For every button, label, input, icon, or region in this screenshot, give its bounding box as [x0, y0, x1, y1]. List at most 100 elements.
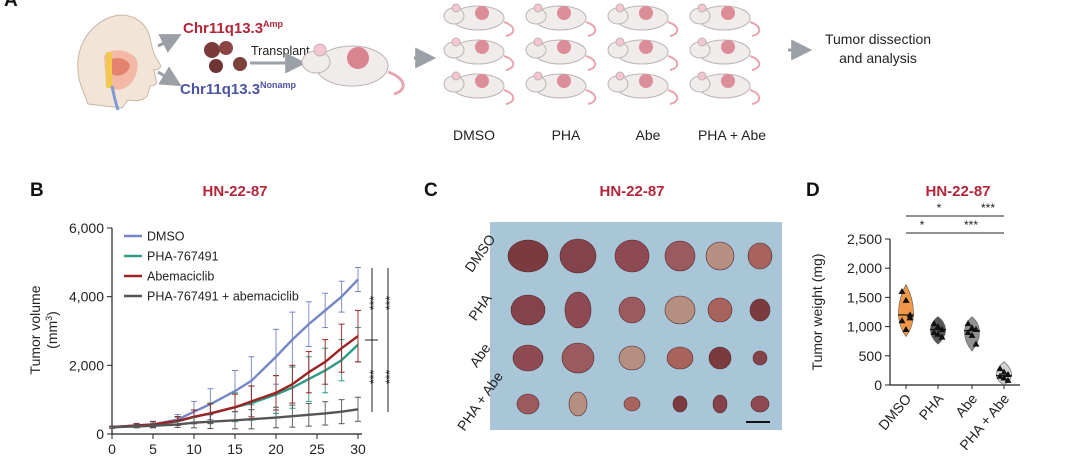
small-mouse — [607, 71, 679, 105]
x-tick-label: 25 — [309, 441, 325, 457]
x-tick-label: 15 — [227, 441, 243, 457]
tumor-specimen — [516, 393, 540, 415]
tumor-photo-grid — [507, 238, 773, 417]
data-point — [1004, 376, 1012, 383]
x-tick-label: PHA — [916, 390, 947, 423]
small-mouse — [689, 71, 761, 105]
small-mouse — [689, 37, 761, 71]
small-mouse — [443, 71, 515, 105]
y-tick-label: 0 — [874, 377, 882, 393]
data-point — [964, 320, 972, 327]
tumor-specimen — [752, 350, 768, 366]
x-tick-label: 5 — [149, 441, 157, 457]
x-tick-label: DMSO — [875, 391, 914, 434]
tumor-specimen — [512, 344, 544, 372]
data-point — [968, 324, 976, 331]
y-tick-label: 4,000 — [69, 289, 104, 305]
treatment-group-label: DMSO — [453, 127, 495, 143]
tumor-specimen — [666, 346, 694, 370]
panel-b-label: B — [30, 180, 44, 201]
y-tick-label: 1,500 — [847, 289, 882, 305]
y-tick-label: 2,000 — [69, 357, 104, 373]
tumor-specimen — [618, 345, 646, 371]
tumor-specimen — [564, 291, 592, 329]
tumor-specimen — [614, 239, 650, 273]
significance-label: *** — [367, 296, 381, 310]
small-mouse — [525, 71, 597, 105]
treatment-group-label: Abe — [636, 127, 661, 143]
data-point — [996, 372, 1004, 379]
head-illustration — [77, 14, 161, 111]
panel-d-label: D — [806, 180, 820, 201]
y-tick-label: 2,000 — [847, 260, 882, 276]
legend-entry: PHA-767491 — [147, 250, 219, 264]
data-point — [996, 365, 1004, 372]
mouse-treatment-grid — [443, 3, 761, 105]
panel-c-title: HN-22-87 — [599, 183, 664, 200]
data-point — [938, 333, 946, 340]
x-tick-label: 30 — [350, 441, 366, 457]
data-point — [972, 340, 980, 347]
data-point — [964, 328, 972, 335]
tumor-pieces — [204, 41, 247, 73]
mouse-illustration — [301, 43, 405, 96]
panel-b-ylabel: Tumor volume(mm3) — [27, 285, 60, 374]
data-point — [930, 320, 938, 327]
tumor-row-label: Abe — [466, 340, 494, 370]
data-point — [934, 323, 942, 330]
data-point — [1000, 374, 1008, 381]
tumor-specimen — [750, 395, 770, 413]
panel-b-title: HN-22-87 — [202, 183, 267, 200]
significance-label: *** — [981, 201, 995, 215]
data-point — [898, 288, 906, 295]
significance-label: * — [920, 218, 925, 232]
panel-b-line-chart: B HN-22-87 Tumor volume(mm3) 0 2,000 4,000… — [27, 180, 397, 457]
tumor-specimen — [664, 240, 696, 272]
series-pha-767491-abemaciclib — [109, 396, 361, 430]
data-point — [930, 328, 938, 335]
violin-shape — [898, 283, 914, 338]
tumor-specimen — [708, 346, 732, 370]
panel-b-axes: 0 2,000 4,000 6,000 0 5 10 15 20 25 30 — [69, 220, 366, 457]
data-point — [934, 330, 942, 337]
data-point — [906, 314, 914, 321]
tumor-specimen — [707, 297, 733, 323]
arrow-to-nonamp — [157, 66, 182, 87]
small-mouse — [607, 37, 679, 71]
data-point — [1000, 368, 1008, 375]
arrow-to-amp — [157, 34, 182, 53]
panel-d-violins — [898, 283, 1012, 386]
x-tick-label: 20 — [268, 441, 284, 457]
y-tick-label: 500 — [859, 348, 883, 364]
outcome-line1: Tumor dissection — [825, 31, 931, 47]
legend-entry: Abemaciclib — [147, 270, 214, 284]
panel-c-label: C — [424, 180, 438, 201]
panel-d-violin-chart: D HN-22-87 Tumor weight (mg) 0 500 1,000 1,… — [806, 180, 1020, 453]
panel-d-title: HN-22-87 — [925, 183, 990, 200]
tumor-specimen — [712, 394, 728, 414]
group-amp-label: Chr11q13.3Amp — [183, 19, 284, 37]
data-point — [968, 331, 976, 338]
x-tick-label: Abe — [952, 390, 980, 420]
significance-label: *** — [383, 296, 397, 310]
tumor-specimen — [618, 296, 646, 324]
y-tick-label: 2,500 — [847, 231, 882, 247]
transplant-label: Transplant — [251, 44, 310, 58]
legend-entry: PHA-767491 + abemaciclib — [147, 290, 299, 304]
data-point — [902, 326, 910, 333]
legend-entry: DMSO — [147, 230, 185, 244]
panel-d-ylabel: Tumor weight (mg) — [809, 254, 825, 371]
small-mouse — [443, 3, 515, 37]
treatment-group-labels: DMSO PHA Abe PHA + Abe — [453, 127, 766, 143]
data-point — [898, 317, 906, 324]
small-mouse — [525, 37, 597, 71]
small-mouse — [443, 37, 515, 71]
y-tick-label: 1,000 — [847, 319, 882, 335]
small-mouse — [689, 3, 761, 37]
data-point — [1004, 370, 1012, 377]
tumor-specimen — [664, 295, 696, 325]
significance-label: * — [937, 201, 942, 215]
